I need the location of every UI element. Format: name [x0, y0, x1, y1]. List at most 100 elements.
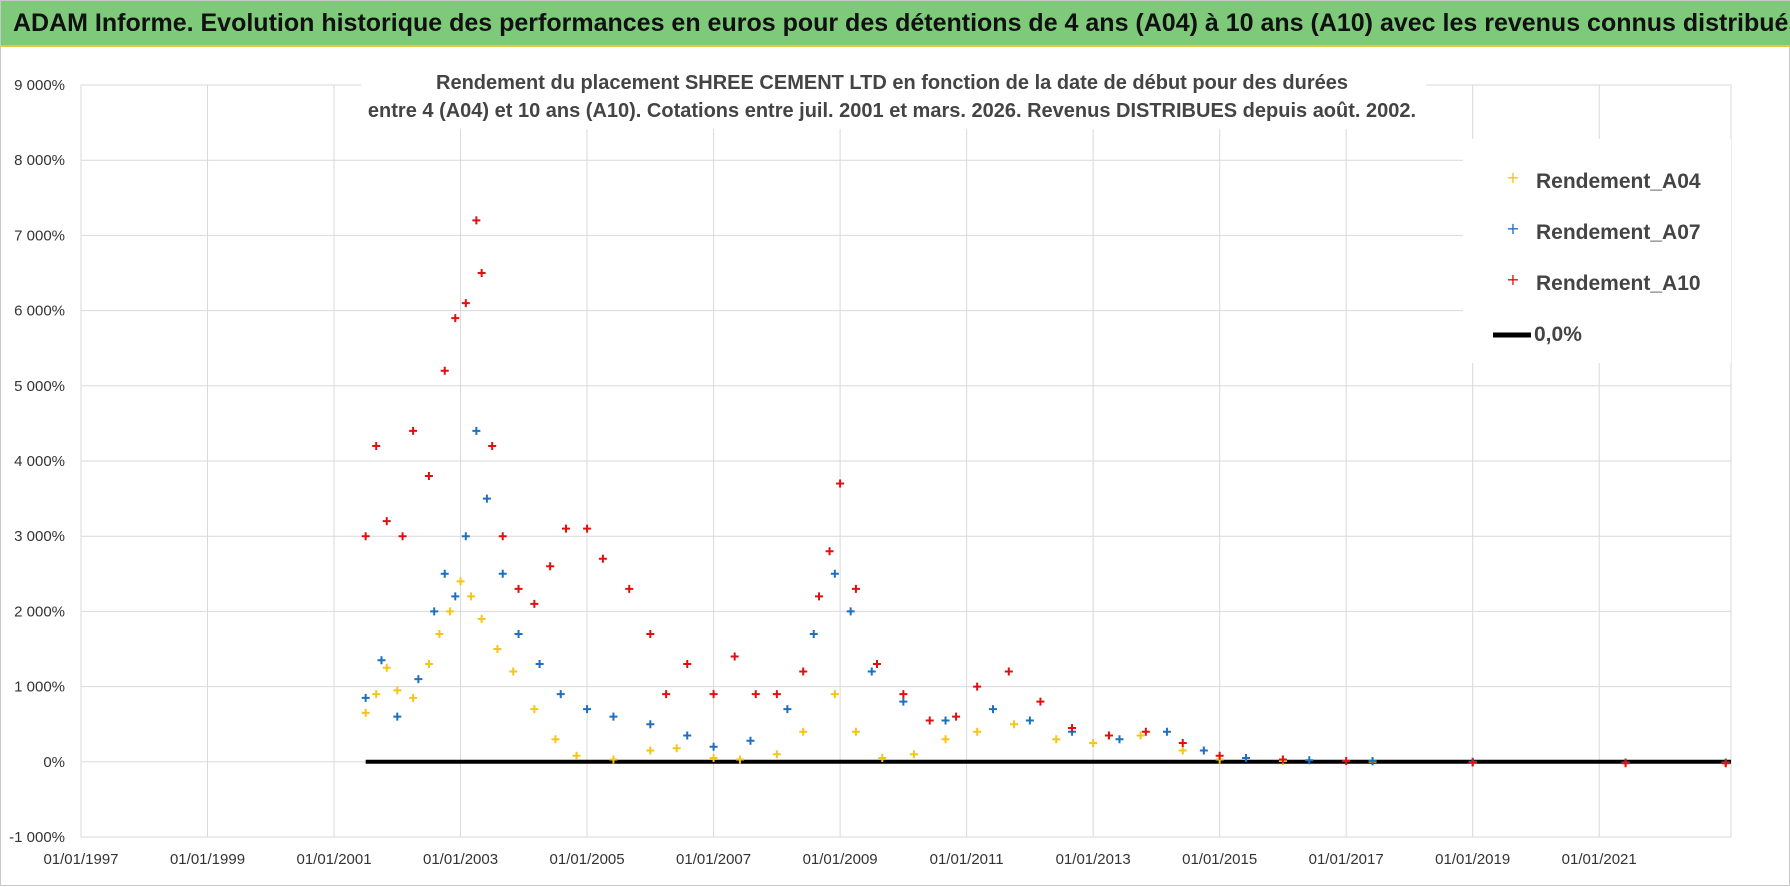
- data-point-a10: [1468, 758, 1477, 767]
- data-point-a10: [440, 366, 449, 375]
- data-point-a04: [424, 660, 433, 669]
- data-point-a10: [825, 547, 834, 556]
- data-point-a07: [377, 656, 386, 665]
- data-point-a07: [646, 720, 655, 729]
- data-point-a10: [424, 472, 433, 481]
- data-point-a04: [572, 751, 581, 760]
- data-point-a10: [1004, 667, 1013, 676]
- x-tick-label: 01/01/2011: [930, 851, 1004, 868]
- legend-marker-a04: +: [1506, 168, 1519, 187]
- chart-title-background: [361, 55, 1426, 129]
- x-tick-label: 01/01/2015: [1182, 851, 1257, 868]
- data-point-a10: [372, 441, 381, 450]
- data-point-a07: [1199, 746, 1208, 755]
- data-point-a07: [1162, 727, 1171, 736]
- data-point-a04: [851, 727, 860, 736]
- data-point-a04: [909, 750, 918, 759]
- data-point-a07: [393, 712, 402, 721]
- data-point-a10: [461, 299, 470, 308]
- x-axis-tick-labels: 01/01/1997 01/01/1999 01/01/2001 01/01/2003…: [43, 851, 1636, 868]
- data-point-a10: [1721, 759, 1730, 768]
- data-point-a04: [393, 686, 402, 695]
- data-point-a10: [382, 517, 391, 526]
- data-point-a04: [382, 663, 391, 672]
- y-tick-label: 1 000%: [14, 679, 65, 696]
- legend-item-a07: + Rendement_A07: [1506, 219, 1700, 244]
- data-point-a04: [456, 577, 465, 586]
- chart-title-line-2: entre 4 (A04) et 10 ans (A10). Cotations…: [368, 100, 1416, 122]
- data-point-a04: [799, 727, 808, 736]
- data-point-a04: [467, 592, 476, 601]
- y-tick-label: 8 000%: [14, 152, 65, 169]
- data-point-a07: [498, 569, 507, 578]
- data-point-a10: [1068, 723, 1077, 732]
- data-point-a07: [1305, 756, 1314, 765]
- y-tick-label: 3 000%: [14, 528, 65, 545]
- data-point-a07: [361, 693, 370, 702]
- data-point-a07: [867, 667, 876, 676]
- legend: + Rendement_A04 + Rendement_A07 + Rendem…: [1463, 139, 1731, 363]
- data-point-a07: [783, 705, 792, 714]
- data-point-a10: [451, 314, 460, 323]
- data-point-a07: [482, 494, 491, 503]
- data-point-a10: [625, 584, 634, 593]
- data-point-a04: [1010, 720, 1019, 729]
- data-point-a04: [1052, 735, 1061, 744]
- legend-label-a10: Rendement_A10: [1536, 272, 1701, 295]
- data-point-a04: [530, 705, 539, 714]
- data-point-a04: [609, 755, 618, 764]
- data-point-a10: [899, 690, 908, 699]
- data-point-a10: [836, 479, 845, 488]
- data-point-a10: [398, 532, 407, 541]
- series-a04: [361, 577, 1730, 768]
- data-point-a10: [361, 532, 370, 541]
- data-point-a10: [683, 660, 692, 669]
- scatter-series: [361, 216, 1730, 768]
- x-tick-label: 01/01/2001: [296, 851, 371, 868]
- data-point-a10: [477, 269, 486, 277]
- y-tick-label: 7 000%: [14, 227, 65, 244]
- data-point-a10: [488, 441, 497, 450]
- data-point-a10: [1036, 697, 1045, 706]
- data-point-a07: [609, 712, 618, 721]
- data-point-a10: [1278, 755, 1287, 764]
- data-point-a07: [583, 705, 592, 714]
- x-tick-label: 01/01/2019: [1435, 851, 1510, 868]
- data-point-a10: [799, 667, 808, 676]
- data-point-a10: [1215, 751, 1224, 760]
- data-point-a04: [361, 708, 370, 717]
- legend-label-a04: Rendement_A04: [1536, 170, 1701, 193]
- data-point-a10: [646, 629, 655, 638]
- data-point-a07: [1368, 757, 1377, 766]
- data-point-a07: [899, 697, 908, 706]
- y-tick-label: 9 000%: [14, 77, 65, 94]
- x-tick-label: 01/01/2007: [676, 851, 751, 868]
- y-tick-label: -1 000%: [9, 829, 65, 846]
- data-point-a07: [746, 736, 755, 745]
- data-point-a04: [941, 735, 950, 744]
- data-point-a10: [772, 690, 781, 699]
- chart-svg: -1 000% 0% 1 000% 2 000% 3 000% 4 000% 5 000% 6…: [9, 55, 1732, 868]
- data-point-a10: [815, 592, 824, 601]
- data-point-a10: [873, 660, 882, 669]
- data-point-a04: [551, 735, 560, 744]
- data-point-a04: [409, 693, 418, 702]
- legend-label-a07: Rendement_A07: [1536, 221, 1701, 244]
- data-point-a10: [1178, 739, 1187, 747]
- data-point-a04: [1136, 731, 1145, 740]
- legend-item-zero: 0,0%: [1493, 323, 1582, 346]
- data-point-a10: [1141, 727, 1150, 736]
- data-point-a04: [1178, 746, 1187, 755]
- y-tick-label: 4 000%: [14, 453, 65, 470]
- chart-title-line-1: Rendement du placement SHREE CEMENT LTD …: [436, 72, 1348, 94]
- x-tick-label: 01/01/2017: [1309, 851, 1384, 868]
- data-point-a10: [1342, 757, 1351, 766]
- data-point-a04: [646, 746, 655, 755]
- x-tick-label: 01/01/1997: [43, 851, 118, 868]
- data-point-a10: [561, 524, 570, 533]
- y-axis-tick-labels: -1 000% 0% 1 000% 2 000% 3 000% 4 000% 5 000% 6…: [9, 77, 65, 846]
- data-point-a10: [662, 690, 671, 699]
- x-tick-label: 01/01/2005: [550, 851, 625, 868]
- data-point-a04: [435, 629, 444, 638]
